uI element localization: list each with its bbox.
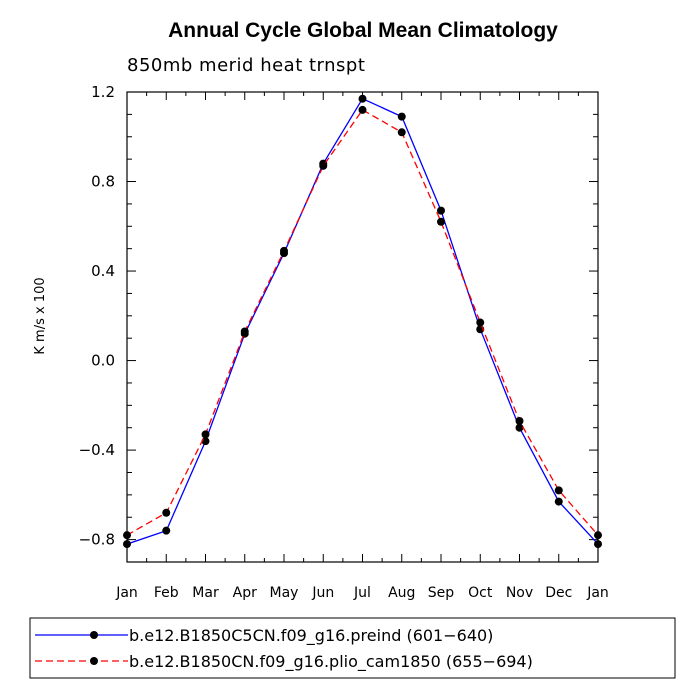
x-tick-label: Dec <box>545 585 572 601</box>
x-tick-label: Mar <box>192 585 219 601</box>
legend-label-1: b.e12.B1850C5CN.f09_g16.preind (601−640) <box>129 626 493 646</box>
x-tick-label: Jul <box>353 585 371 601</box>
x-tick-label: Nov <box>506 585 533 601</box>
x-tick-label: Jan <box>115 585 138 601</box>
series-1-point <box>515 423 524 432</box>
x-tick-label: Jan <box>586 585 609 601</box>
plot-frame <box>126 91 599 563</box>
y-axis-label: K m/s x 100 <box>33 277 48 354</box>
series-2-point <box>240 327 249 336</box>
chart-title: Annual Cycle Global Mean Climatology <box>168 19 558 42</box>
legend: b.e12.B1850C5CN.f09_g16.preind (601−640)… <box>35 626 533 672</box>
series-2-point <box>162 508 171 517</box>
x-tick-label: Feb <box>154 585 179 601</box>
series-line-1 <box>126 97 599 545</box>
series-1-point <box>162 526 171 535</box>
series-2-point <box>123 531 131 540</box>
series-1-point <box>358 94 367 103</box>
y-tick-label: −0.4 <box>79 441 115 459</box>
series-1-point <box>437 206 445 215</box>
x-tick-label: Aug <box>388 585 415 601</box>
series-2-point <box>397 128 406 137</box>
series-2-point <box>280 246 288 255</box>
x-tick-label: Jun <box>311 585 334 601</box>
y-tick-label: −0.8 <box>79 531 115 549</box>
y-tick-label: 0.8 <box>91 173 115 191</box>
series-1-point <box>554 497 563 506</box>
series-2-point <box>437 217 445 226</box>
legend-marker-1 <box>90 631 98 639</box>
legend-marker-2 <box>90 657 98 665</box>
series-1-point <box>123 540 131 549</box>
x-tick-label: May <box>270 585 299 601</box>
series-2-point <box>594 531 602 540</box>
series-layer <box>123 94 602 549</box>
series-2-point <box>201 430 210 439</box>
series-2-point <box>476 318 485 327</box>
series-1-point <box>594 540 602 549</box>
y-tick-label: 0.0 <box>91 352 115 370</box>
y-tick-label: 1.2 <box>91 83 115 101</box>
series-2-point <box>554 486 563 495</box>
series-2-point <box>319 161 328 170</box>
chart-subtitle: 850mb merid heat trnspt <box>127 55 365 76</box>
x-tick-label: Sep <box>428 585 455 601</box>
series-2-point <box>358 105 367 114</box>
x-tick-label: Apr <box>233 585 257 601</box>
ticks-layer: Jan Feb Mar Apr May Jun Jul Aug Sep Oct Nov Dec Jan −… <box>79 83 609 601</box>
x-tick-label: Oct <box>468 585 493 601</box>
series-2-point <box>515 417 524 425</box>
legend-box <box>29 617 676 679</box>
legend-label-2: b.e12.B1850CN.f09_g16.plio_cam1850 (655−… <box>129 652 533 672</box>
y-tick-label: 0.4 <box>91 262 115 280</box>
series-1-point <box>397 112 406 121</box>
series-line-2 <box>126 109 599 536</box>
